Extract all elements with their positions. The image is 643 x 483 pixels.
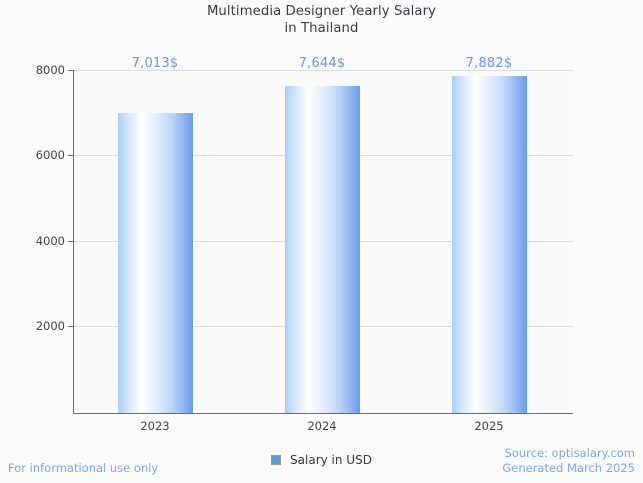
y-axis-line xyxy=(73,70,74,414)
ytick-label-8000: 8000 xyxy=(35,63,65,77)
legend-swatch-icon xyxy=(271,455,282,465)
chart-legend: Salary in USD xyxy=(0,453,643,467)
ytick-label-4000: 4000 xyxy=(35,234,65,248)
bar-2025[interactable] xyxy=(452,76,527,413)
footer-source: Source: optisalary.com xyxy=(504,446,635,460)
bar-value-2023: 7,013$ xyxy=(131,56,179,71)
gridline-8000 xyxy=(73,70,573,71)
bar-2023[interactable] xyxy=(118,113,193,413)
chart-title-line-1: Multimedia Designer Yearly Salary xyxy=(206,4,437,19)
footer-disclaimer: For informational use only xyxy=(8,461,159,475)
ytick-mark-2000 xyxy=(68,326,73,327)
footer-generated: Generated March 2025 xyxy=(502,461,635,475)
ytick-mark-6000 xyxy=(68,155,73,156)
legend-item-salary-in-usd[interactable]: Salary in USD xyxy=(271,453,372,467)
bar-value-2024: 7,644$ xyxy=(298,56,346,71)
chart-title: Multimedia Designer Yearly Salary in Tha… xyxy=(0,3,643,37)
legend-label-salary-in-usd: Salary in USD xyxy=(290,453,372,467)
bar-2024[interactable] xyxy=(285,86,360,413)
ytick-mark-8000 xyxy=(68,70,73,71)
footer-attribution: Source: optisalary.com Generated March 2… xyxy=(502,446,635,476)
xtick-label-2025: 2025 xyxy=(474,419,504,433)
xtick-label-2023: 2023 xyxy=(140,419,170,433)
ytick-label-2000: 2000 xyxy=(35,319,65,333)
x-axis-line xyxy=(73,413,573,414)
ytick-label-6000: 6000 xyxy=(35,148,65,162)
xtick-label-2024: 2024 xyxy=(307,419,337,433)
chart-title-line-2: in Thailand xyxy=(284,21,359,36)
bar-value-2025: 7,882$ xyxy=(465,56,513,71)
ytick-mark-4000 xyxy=(68,241,73,242)
